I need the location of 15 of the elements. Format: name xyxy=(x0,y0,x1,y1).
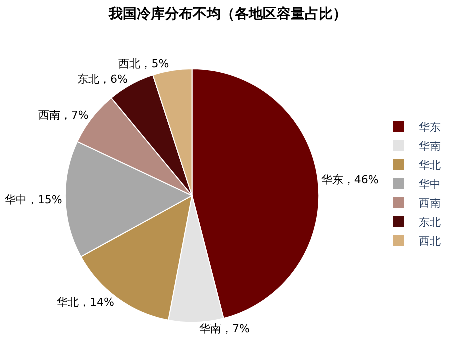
legend-label: 华中 xyxy=(418,178,441,191)
legend-label: 华南 xyxy=(418,140,441,153)
data-label: 西北，5% xyxy=(118,58,170,71)
data-label: 华中，15% xyxy=(4,193,62,206)
legend-label: 华北 xyxy=(418,158,441,172)
data-label: 华东，46% xyxy=(321,173,379,186)
legend-label: 东北 xyxy=(418,216,441,229)
legend-label: 西南 xyxy=(418,196,441,210)
data-label: 华南，7% xyxy=(200,322,250,336)
chart-title: 我国冷库分布不均（各地区容量占比） xyxy=(108,5,347,22)
data-label: 东北，6% xyxy=(77,73,128,86)
data-label: 西南，7% xyxy=(38,109,89,122)
legend-label: 华东 xyxy=(418,120,441,134)
data-label: 华北，14% xyxy=(57,296,114,310)
legend-label: 西北 xyxy=(418,234,441,248)
